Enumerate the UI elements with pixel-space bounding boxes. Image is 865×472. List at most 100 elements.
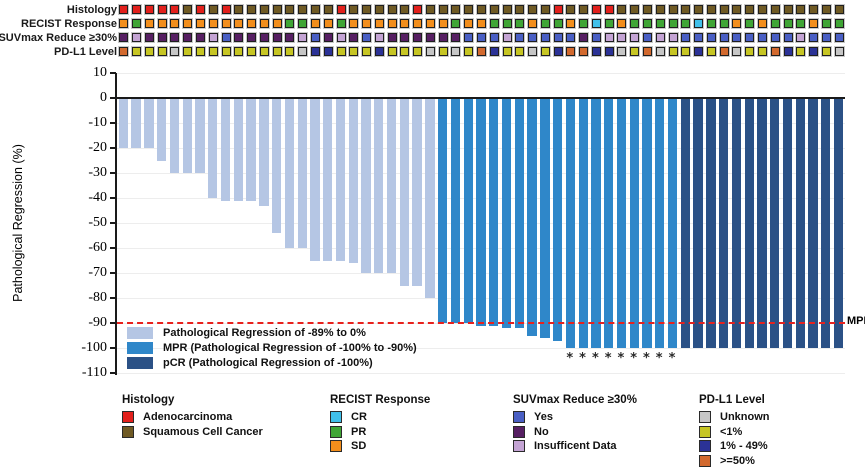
track-square-green [298,19,308,28]
bar-mpr [655,98,665,348]
track-square-navy [604,47,614,56]
bar-legend-swatch [127,326,153,339]
track-square-brown [247,5,257,14]
track-square-brown [438,5,448,14]
track-square-orange [170,19,180,28]
track-square-navy [323,47,333,56]
legend-label: CR [351,411,367,424]
asterisk-marker: * [604,351,612,366]
track-square-green [668,19,678,28]
track-square-rust [643,47,653,56]
bar-reg [246,98,256,201]
bar-pcr [833,98,844,348]
bar-pcr [782,98,793,348]
track-square-red [157,5,167,14]
track-square-darkpurple [451,33,461,42]
track-square-yellow [234,47,244,56]
track-square-blue [694,33,704,42]
track-square-brown [374,5,384,14]
bar-mpr [540,98,550,338]
bar-mpr [629,98,639,348]
bar-pcr [757,98,767,348]
bar-reg [220,98,231,201]
track-label: PD-L1 Level [54,46,117,58]
track-square-darkpurple [323,33,333,42]
legend-swatch [513,411,525,424]
track-square-darkpurple [234,33,244,42]
gridline [117,348,845,349]
bar-mpr [527,98,537,336]
legend-item: CR [330,410,430,425]
legend-swatch [513,440,525,453]
track-square-brown [400,5,410,14]
track-square-orange [400,19,410,28]
legend-group: Histology Adenocarcinoma Squamous Cell Can… [122,394,263,439]
bar-reg [374,98,384,273]
track-square-orange [119,19,129,28]
track-square-brown [362,5,372,14]
track-square-orange [144,19,154,28]
track-square-red [591,5,601,14]
track-square-grey [617,47,627,56]
track-square-lavender [796,33,806,42]
legend-item: Squamous Cell Cancer [122,425,263,440]
track-square-red [604,5,614,14]
legend-label: No [534,425,549,438]
track-square-yellow [196,47,206,56]
legend-group-title: RECIST Response [330,394,431,406]
track-square-orange [757,19,767,28]
gridline [117,373,845,374]
track-square-yellow [144,47,154,56]
bar-legend-item: Pathological Regression of -89% to 0% [127,325,417,340]
track-square-yellow [387,47,397,56]
track-square-rust [719,47,729,56]
mpr-threshold-label: MPR [847,315,865,327]
y-tick-label: -110 [81,365,107,380]
track-square-green [502,19,512,28]
track-square-blue [464,33,474,42]
track-square-navy [591,47,601,56]
track-square-brown [566,5,576,14]
track-square-darkpurple [387,33,397,42]
y-tick-label: -20 [88,140,107,155]
track-square-red [119,5,129,14]
track-square-brown [770,5,780,14]
bar-reg [425,98,435,298]
track-square-orange [196,19,206,28]
track-square-brown [515,5,525,14]
bar-legend-label: pCR (Pathological Regression of -100%) [163,356,373,369]
legend-swatch [122,425,134,438]
track-square-red [196,5,206,14]
bar-pcr [795,98,805,348]
legend-label: Insufficent Data [534,440,617,453]
bar-mpr [642,98,652,348]
y-tick-label: -60 [88,240,107,255]
bar-mpr [489,98,499,326]
bar-reg [297,98,307,248]
legend-swatch [330,440,342,453]
track-square-blue [719,33,729,42]
track-square-brown [783,5,793,14]
track-square-orange [387,19,397,28]
track-square-orange [362,19,372,28]
track-square-orange [272,19,282,28]
track-square-yellow [362,47,372,56]
track-square-yellow [502,47,512,56]
track-square-brown [183,5,193,14]
track-square-brown [259,5,269,14]
track-square-green [489,19,499,28]
track-square-blue [553,33,563,42]
legend-item: >=50% [699,454,770,469]
y-tick-label: -30 [88,165,107,180]
track-square-lavender [630,33,640,42]
bar-reg [259,98,269,206]
track-square-red [413,5,423,14]
track-square-blue [591,33,601,42]
legend-swatch [513,425,525,438]
bar-mpr [501,98,512,328]
track-square-green [655,19,665,28]
track-square-yellow [272,47,282,56]
legend-item: Unknown [699,410,770,425]
track-label: Histology [66,4,117,16]
track-square-grey [834,47,844,56]
